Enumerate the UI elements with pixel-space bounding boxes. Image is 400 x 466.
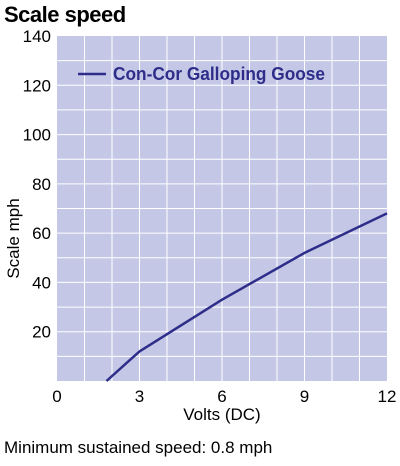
line-chart: 20 40 60 80 100 120 140 0 3 6 9 12 Con-Cor Gallopin… [4, 27, 397, 424]
x-tick-label: 6 [217, 387, 226, 406]
tick-labels: 20 40 60 80 100 120 140 0 3 6 9 12 [23, 27, 397, 406]
y-tick-label: 120 [23, 76, 51, 95]
y-tick-label: 20 [32, 323, 51, 342]
series-line [105, 212, 388, 382]
y-tick-label: 140 [23, 27, 51, 46]
y-tick-label: 100 [23, 126, 51, 145]
y-tick-label: 60 [32, 224, 51, 243]
x-tick-label: 9 [300, 387, 309, 406]
x-tick-label: 3 [135, 387, 144, 406]
grid-lines [57, 36, 387, 381]
y-tick-label: 80 [32, 175, 51, 194]
y-tick-label: 40 [32, 273, 51, 292]
legend-label: Con-Cor Galloping Goose [113, 64, 325, 84]
x-axis-label: Volts (DC) [183, 405, 260, 424]
x-tick-label: 0 [52, 387, 61, 406]
y-axis-label: Scale mph [4, 198, 23, 278]
x-tick-label: 12 [378, 387, 397, 406]
legend: Con-Cor Galloping Goose [78, 64, 325, 84]
footnote: Minimum sustained speed: 0.8 mph [4, 438, 273, 457]
series-lines [105, 212, 388, 382]
chart-title: Scale speed [4, 2, 126, 27]
